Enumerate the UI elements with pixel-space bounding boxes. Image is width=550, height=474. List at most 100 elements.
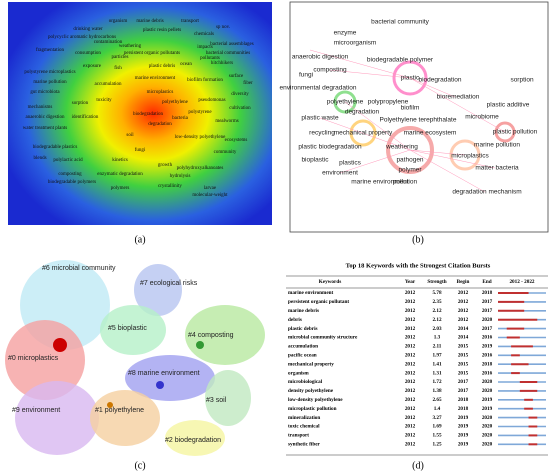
table-title: Top 18 Keywords with the Strongest Citat… xyxy=(346,262,491,269)
keyword: sorption xyxy=(72,101,89,106)
keyword: hitchhikers xyxy=(211,61,233,66)
keyword-cell: pacific ocean xyxy=(288,352,317,358)
keyword-cell: synthetic fiber xyxy=(288,441,321,447)
keyword: recycling xyxy=(309,130,335,137)
keyword: degradation xyxy=(345,109,380,116)
keyword: surface xyxy=(229,74,244,79)
cell: 2017 xyxy=(482,308,493,314)
keyword: marine environment xyxy=(351,179,409,186)
keyword: plastic pollution xyxy=(493,129,538,136)
cell: 2.12 xyxy=(432,308,441,314)
cluster-label: #4 composting xyxy=(188,332,234,339)
keyword: environmental degradation xyxy=(280,85,357,92)
keyword: degradation xyxy=(148,122,172,127)
cell: 2014 xyxy=(458,326,469,332)
network-decor xyxy=(309,49,516,193)
keyword: fiber xyxy=(243,81,253,86)
keyword: larvae xyxy=(204,186,217,191)
cell: 1.31 xyxy=(432,370,441,376)
cell: 1.69 xyxy=(432,424,441,430)
cell: 2018 xyxy=(482,290,493,296)
keyword: persistent organic pollutants xyxy=(124,51,180,56)
cell: 2019 xyxy=(482,344,493,350)
keyword: polystyrene microplastics xyxy=(24,70,75,75)
cell: 5.78 xyxy=(432,290,441,296)
keyword: plastic debris xyxy=(149,64,176,69)
keyword: mealworms xyxy=(215,119,238,124)
cell: 2020 xyxy=(482,433,493,439)
keyword: water treatment plants xyxy=(23,126,67,131)
cell: 2012 xyxy=(405,397,416,403)
keyword: polyhydroxyalkanoates xyxy=(177,166,224,171)
density-map xyxy=(8,2,272,225)
cell: 2020 xyxy=(482,424,493,430)
keyword: plastics xyxy=(339,160,361,167)
cell: 2012 xyxy=(405,344,416,350)
keyword: biodegradable polymer xyxy=(367,57,434,64)
cell: 1.72 xyxy=(432,379,441,385)
keyword: pathogen xyxy=(396,157,423,164)
keyword-cell: marine environment xyxy=(288,290,334,296)
cell: 2012 xyxy=(458,317,469,323)
cell: 2016 xyxy=(482,370,493,376)
keyword: microbiome xyxy=(465,114,499,121)
keyword: mechanical property xyxy=(334,130,393,137)
cell: 2019 xyxy=(482,406,493,412)
keyword: composting xyxy=(58,172,82,177)
cell: 2012 xyxy=(405,424,416,430)
keyword: diversity xyxy=(231,92,249,97)
keyword-cell: transport xyxy=(288,433,309,439)
cell: 2.12 xyxy=(432,317,441,323)
cluster-label: #0 microplastics xyxy=(8,355,59,362)
keyword: pollution xyxy=(393,179,418,186)
cell: 3.27 xyxy=(432,415,441,421)
cell: 2012 xyxy=(458,290,469,296)
cell: 2018 xyxy=(458,397,469,403)
cell: 2015 xyxy=(458,352,469,358)
cell: 2012 xyxy=(405,335,416,341)
cell: 2016 xyxy=(482,352,493,358)
cell: 2012 xyxy=(405,361,416,367)
cell: 2012 xyxy=(405,308,416,314)
keyword: bioplastic xyxy=(301,157,329,164)
keyword: pseudomonas xyxy=(198,98,225,103)
keyword: molecular-weight xyxy=(192,193,228,198)
cell: 2.03 xyxy=(432,326,441,332)
cell: 2012 xyxy=(405,441,416,447)
column-header: End xyxy=(482,279,491,285)
keyword: crystallinity xyxy=(158,184,182,189)
keyword-cell: organism xyxy=(288,370,309,376)
column-header: Keywords xyxy=(319,279,341,285)
keyword: bacterial assemblages xyxy=(210,42,254,47)
cell: 2018 xyxy=(482,361,493,367)
keyword: kinetics xyxy=(112,158,128,163)
cell: 2020 xyxy=(482,441,493,447)
column-header: 2012 - 2022 xyxy=(509,279,534,285)
cell: 1.55 xyxy=(432,433,441,439)
keyword: consumption xyxy=(75,51,101,56)
keyword: marine pollution xyxy=(474,142,520,149)
keyword-cell: mineralization xyxy=(288,415,320,421)
column-header: Year xyxy=(405,279,416,285)
keyword: growth xyxy=(158,163,173,168)
cell: 2020 xyxy=(482,415,493,421)
cell: 2012 xyxy=(405,415,416,421)
keyword: environment xyxy=(322,170,358,177)
keyword-cell: density polyethylene xyxy=(288,388,334,394)
keyword-cell: low-density polyethylene xyxy=(288,397,343,403)
cell: 2019 xyxy=(482,397,493,403)
keyword: biofilm xyxy=(401,105,420,112)
keyword-cell: marine debris xyxy=(288,308,319,314)
cell: 2012 xyxy=(405,433,416,439)
caption: (c) xyxy=(134,460,145,471)
cell: 2020 xyxy=(482,317,493,323)
keyword: fish xyxy=(114,66,122,71)
network-frame xyxy=(289,1,549,233)
keyword: plastic xyxy=(401,75,420,82)
keyword: fragmentation xyxy=(36,48,65,53)
keyword: plastic waste xyxy=(301,115,339,122)
keyword: marine pollution xyxy=(33,80,67,85)
cell: 2020 xyxy=(482,379,493,385)
cell: 2012 xyxy=(405,352,416,358)
cell: 2019 xyxy=(458,433,469,439)
